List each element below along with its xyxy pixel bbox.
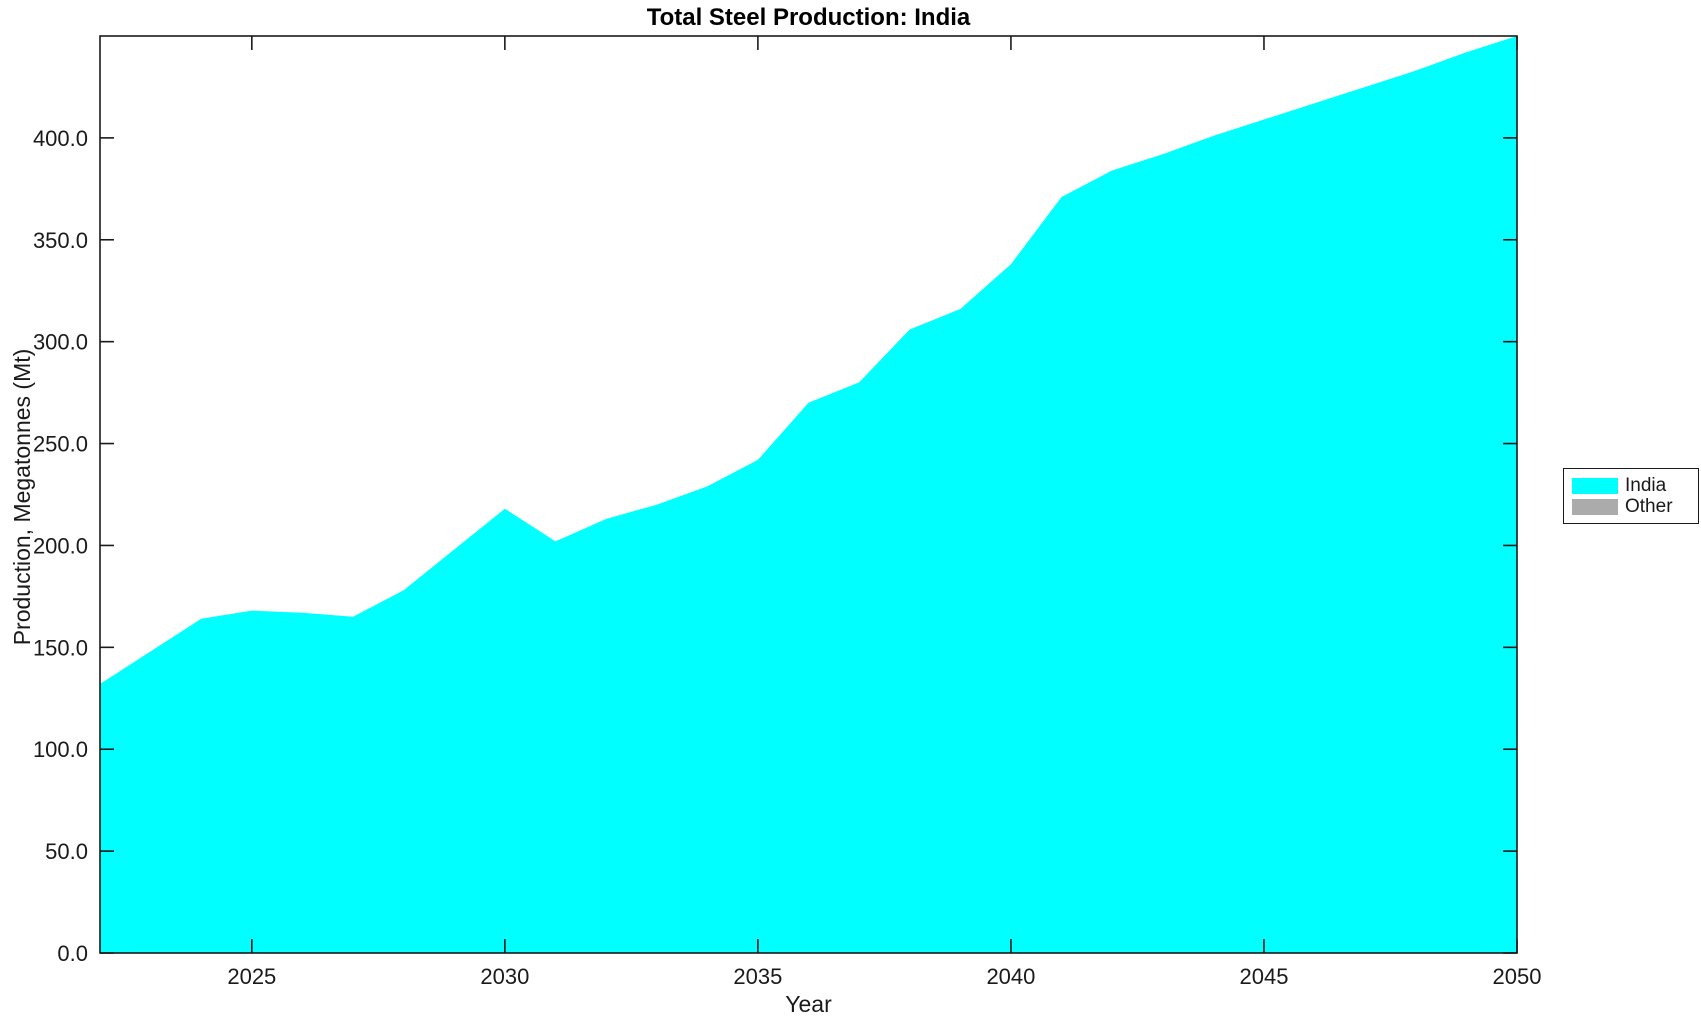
y-tick-label: 200.0 <box>33 533 88 558</box>
x-tick-label: 2050 <box>1493 964 1542 989</box>
x-tick-label: 2025 <box>227 964 276 989</box>
axes-frame <box>99 35 1518 954</box>
x-tick-label: 2030 <box>480 964 529 989</box>
y-tick-label: 400.0 <box>33 126 88 151</box>
y-tick-label: 0.0 <box>57 941 88 966</box>
x-tick-label: 2035 <box>733 964 782 989</box>
y-tick-label: 100.0 <box>33 737 88 762</box>
legend-label-other: Other <box>1625 496 1673 517</box>
y-axis-label: Production, Megatonnes (Mt) <box>9 348 35 646</box>
x-tick-label: 2045 <box>1239 964 1288 989</box>
legend-swatch-india <box>1572 477 1618 494</box>
legend-label-india: India <box>1625 475 1667 496</box>
legend-swatch-other <box>1572 498 1618 515</box>
area-series-india <box>100 36 1517 953</box>
y-tick-label: 250.0 <box>33 432 88 457</box>
legend-item-other: Other <box>1572 496 1698 517</box>
legend-item-india: India <box>1572 475 1698 496</box>
y-tick-label: 300.0 <box>33 330 88 355</box>
y-tick-label: 350.0 <box>33 228 88 253</box>
y-tick-label: 50.0 <box>45 839 88 864</box>
x-tick-label: 2040 <box>986 964 1035 989</box>
chart-title: Total Steel Production: India <box>646 4 971 31</box>
legend: India Other <box>1563 468 1699 524</box>
y-tick-label: 150.0 <box>33 635 88 660</box>
x-axis-label: Year <box>785 991 832 1017</box>
